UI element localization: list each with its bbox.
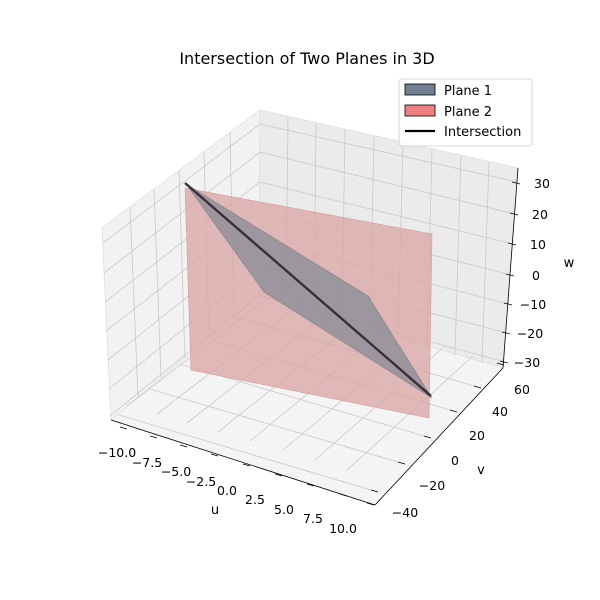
w-axis-line [502, 167, 519, 369]
w-axis-tick-labels: 30 20 10 0 −10 −20 −30 [514, 176, 550, 370]
w-tick-label: −30 [514, 355, 540, 370]
v-tick-label: 40 [492, 404, 508, 419]
u-tick-label: 7.5 [303, 511, 323, 526]
legend: Plane 1 Plane 2 Intersection [398, 78, 533, 147]
gridline [481, 161, 490, 364]
tick-mark [242, 463, 251, 467]
tick-mark [449, 409, 458, 413]
gridline [178, 169, 186, 359]
v-tick-label: −40 [392, 505, 418, 520]
gridline [259, 123, 518, 183]
gridline [129, 206, 139, 397]
tick-mark [274, 473, 283, 477]
tick-mark [509, 212, 519, 216]
u-tick-label: −2.5 [186, 474, 216, 489]
u-axis-tick-labels: −10.0 −7.5 −5.0 −2.5 0.0 2.5 5.0 7.5 10.… [98, 445, 357, 536]
legend-label-plane-2: Plane 2 [444, 105, 492, 120]
gridline [259, 151, 516, 215]
tick-mark [511, 181, 521, 185]
u-tick-label: −7.5 [132, 455, 162, 470]
gridline [103, 151, 261, 274]
gridline [118, 414, 372, 491]
legend-label-plane-1: Plane 1 [444, 84, 492, 99]
tick-mark [397, 461, 406, 465]
legend-swatch-plane-2 [404, 104, 436, 117]
legend-box [398, 78, 533, 147]
tick-mark [499, 360, 509, 364]
tick-mark [306, 483, 315, 487]
tick-mark [179, 444, 188, 448]
u-tick-label: 5.0 [274, 502, 294, 517]
tick-mark [370, 489, 379, 493]
tick-mark [149, 435, 158, 439]
tick-mark [496, 362, 505, 366]
intersection-line [184, 182, 432, 397]
u-axis-line [110, 419, 376, 506]
tick-mark [501, 331, 511, 335]
u-axis-label: u [211, 503, 219, 518]
legend-swatch-plane-1 [404, 83, 436, 96]
tick-mark [507, 242, 517, 246]
u-tick-label: 10.0 [329, 521, 357, 536]
u-tick-label: −5.0 [161, 464, 191, 479]
v-axis-line [374, 367, 504, 506]
w-axis-label: w [564, 256, 575, 271]
u-tick-label: −10.0 [98, 445, 136, 460]
v-tick-label: 20 [469, 428, 485, 443]
v-tick-label: 0 [451, 453, 459, 468]
gridline [259, 181, 514, 245]
v-tick-label: −20 [419, 478, 445, 493]
u-tick-label: 2.5 [245, 492, 265, 507]
w-axis-ticks [499, 181, 521, 364]
tick-mark [119, 426, 128, 430]
w-tick-label: 10 [530, 237, 546, 252]
tick-mark [423, 435, 432, 439]
tick-mark [473, 385, 482, 389]
gridline [454, 154, 462, 356]
tick-mark [366, 502, 375, 506]
legend-label-intersection: Intersection [444, 125, 521, 140]
axis-lines [110, 167, 519, 506]
tick-mark [505, 273, 515, 277]
gridline [153, 188, 162, 378]
tick-mark [503, 302, 513, 306]
w-tick-label: −10 [520, 297, 546, 312]
gridline [149, 388, 399, 463]
chart-title: Intersection of Two Planes in 3D [179, 49, 434, 68]
u-tick-label: 0.0 [217, 483, 237, 498]
w-tick-label: 0 [532, 268, 540, 283]
v-axis-label: v [477, 463, 485, 478]
w-tick-label: 30 [534, 176, 550, 191]
tick-mark [339, 493, 348, 497]
w-tick-label: 20 [532, 207, 548, 222]
v-axis-tick-labels: −40 −20 0 20 40 60 [392, 382, 530, 520]
tick-mark [210, 453, 219, 457]
gridline [102, 123, 261, 244]
v-axis-ticks [370, 362, 505, 493]
u-axis-ticks [119, 426, 375, 506]
w-tick-label: −20 [517, 326, 543, 341]
v-tick-label: 60 [514, 382, 530, 397]
